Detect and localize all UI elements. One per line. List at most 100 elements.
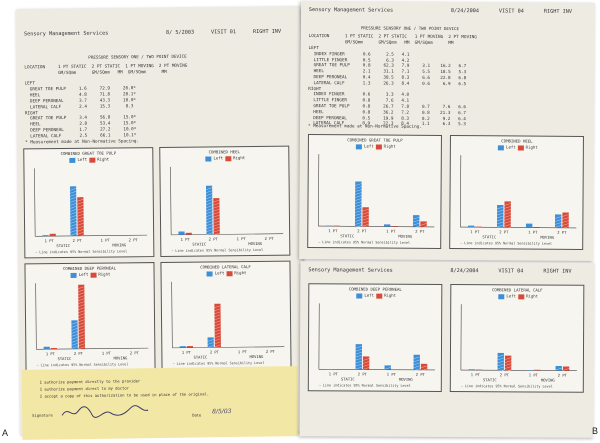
x-tick-label: 2 PT <box>130 350 140 355</box>
x-axis <box>318 369 435 371</box>
bar-hatch <box>78 298 85 301</box>
bar-hatch <box>354 216 362 219</box>
bar-left <box>43 346 50 350</box>
bar-hatch <box>206 217 213 220</box>
bar-hatch <box>355 198 362 201</box>
group-label: STATIC <box>340 233 354 238</box>
bar-hatch <box>355 363 362 367</box>
bar-hatch <box>214 308 221 311</box>
bar-hatch <box>496 218 504 222</box>
bar-hatch <box>504 224 511 227</box>
bar-hatch <box>362 221 369 224</box>
bar-left <box>205 185 213 235</box>
bar-hatch <box>497 366 504 370</box>
x-tick-label: 2 PT <box>558 373 568 378</box>
bar-hatch <box>362 367 370 370</box>
bar-hatch <box>78 343 86 346</box>
device-side: RIGHT INV <box>543 268 572 275</box>
bar-hatch <box>554 225 562 228</box>
table-row: LEFT <box>24 81 35 87</box>
bar-hatch <box>504 369 512 372</box>
bar-hatch <box>77 216 84 220</box>
x-tick-label: 2 PT <box>74 351 84 356</box>
report-date: 8/ 5/2003 <box>166 29 195 36</box>
bar-hatch <box>355 204 362 207</box>
y-axis <box>171 281 173 348</box>
bar-hatch <box>213 226 220 230</box>
bar-hatch <box>78 313 85 316</box>
bar-hatch <box>413 368 420 371</box>
bar-hatch <box>496 215 504 219</box>
y-axis <box>35 283 37 350</box>
bar-hatch <box>354 213 362 216</box>
bar-hatch <box>562 368 570 371</box>
chart-panel: COMBINED GREAT TOE PULP Left Right 1 PT 2 … <box>23 147 155 259</box>
bar-hatch <box>71 340 78 343</box>
chart-panel: COMBINED DEEP PERONEAL Left Right 1 PT 2 P… <box>307 283 443 392</box>
bar-hatch <box>77 225 84 229</box>
date-label: Date <box>192 412 202 418</box>
y-axis <box>34 168 36 237</box>
bar-hatch <box>78 328 85 331</box>
y-axis <box>170 166 172 235</box>
bar-hatch <box>70 194 77 197</box>
bar-hatch <box>496 221 504 225</box>
bar-hatch <box>362 212 369 215</box>
bar-hatch <box>504 227 511 230</box>
bar-hatch <box>504 360 512 363</box>
x-tick-label: 1 PT <box>238 349 248 354</box>
x-tick-label: 2 PT <box>210 349 220 354</box>
bar-hatch <box>78 286 85 289</box>
bar-right <box>420 221 427 227</box>
bar-hatch <box>497 357 505 361</box>
normal-line-note: — Line indicates 95% Normal Sensibility … <box>171 248 263 253</box>
group-label: MOVING <box>114 355 128 360</box>
bar-hatch <box>362 224 369 227</box>
report-date: 8/24/2004 <box>450 268 479 275</box>
x-tick-label: 2 PT <box>500 372 510 377</box>
device-title: PRESSURE SENSORY ONE / TWO POINT DEVICE <box>88 53 187 60</box>
measurement-table: LEFT INDEX FINGER 0.6 2.5 4.1 LITTLE FIN… <box>301 1 595 127</box>
bar-hatch <box>355 351 363 355</box>
x-tick-label: 2 PT <box>73 238 83 243</box>
bar-hatch <box>214 314 221 317</box>
bar-hatch <box>78 337 85 340</box>
panel-title: COMBINED LATERAL CALF <box>492 287 543 293</box>
x-tick-label: 2 PT <box>415 229 425 234</box>
bar-hatch <box>206 196 213 199</box>
bar-hatch <box>496 224 504 228</box>
bar-hatch <box>205 187 213 190</box>
figure-label-a: A <box>2 428 9 438</box>
bar-hatch <box>71 343 78 346</box>
bar-hatch <box>362 215 369 218</box>
chart-panel: COMBINED HEEL Left Right 1 PT 2 PT 1 PT 2 PT… <box>159 145 291 257</box>
bar-hatch <box>504 215 511 218</box>
chart-panel: COMBINED HEEL Left Right 1 PT 2 PT 1 PT 2 PT… <box>449 135 584 250</box>
bar-hatch <box>77 207 84 211</box>
report-sheet-a: Sensory Management Services 8/ 5/2003 VI… <box>15 6 305 435</box>
x-tick-label: 1 PT <box>529 372 539 377</box>
device-side: RIGHT INV <box>252 28 282 36</box>
bar-hatch <box>70 206 77 209</box>
bar-hatch <box>504 206 511 209</box>
bar-hatch <box>504 203 511 206</box>
bar-right <box>362 356 370 370</box>
group-label: MOVING <box>540 235 554 240</box>
bar-right <box>185 232 192 235</box>
normal-line-note: — Line indicates 95% Normal Sensibility … <box>172 361 264 366</box>
x-tick-label: 1 PT <box>182 350 192 355</box>
bar-hatch <box>78 334 85 337</box>
bar-hatch <box>412 216 420 220</box>
group-label: STATIC <box>482 234 496 239</box>
bar-hatch <box>205 190 213 193</box>
group-label: STATIC <box>56 243 70 248</box>
bar-hatch <box>77 204 84 208</box>
bar-hatch <box>384 367 391 370</box>
table-row: LATERAL CALF 1.3 26.3 8.4 0.6 6.9 6.5 <box>308 80 467 87</box>
bar-hatch <box>355 348 363 352</box>
chart-panel: COMBINED GREAT TOE PULP Left Right 1 PT 2 … <box>307 134 442 249</box>
bar-hatch <box>213 205 220 209</box>
x-tick-label: 2 PT <box>265 236 275 241</box>
